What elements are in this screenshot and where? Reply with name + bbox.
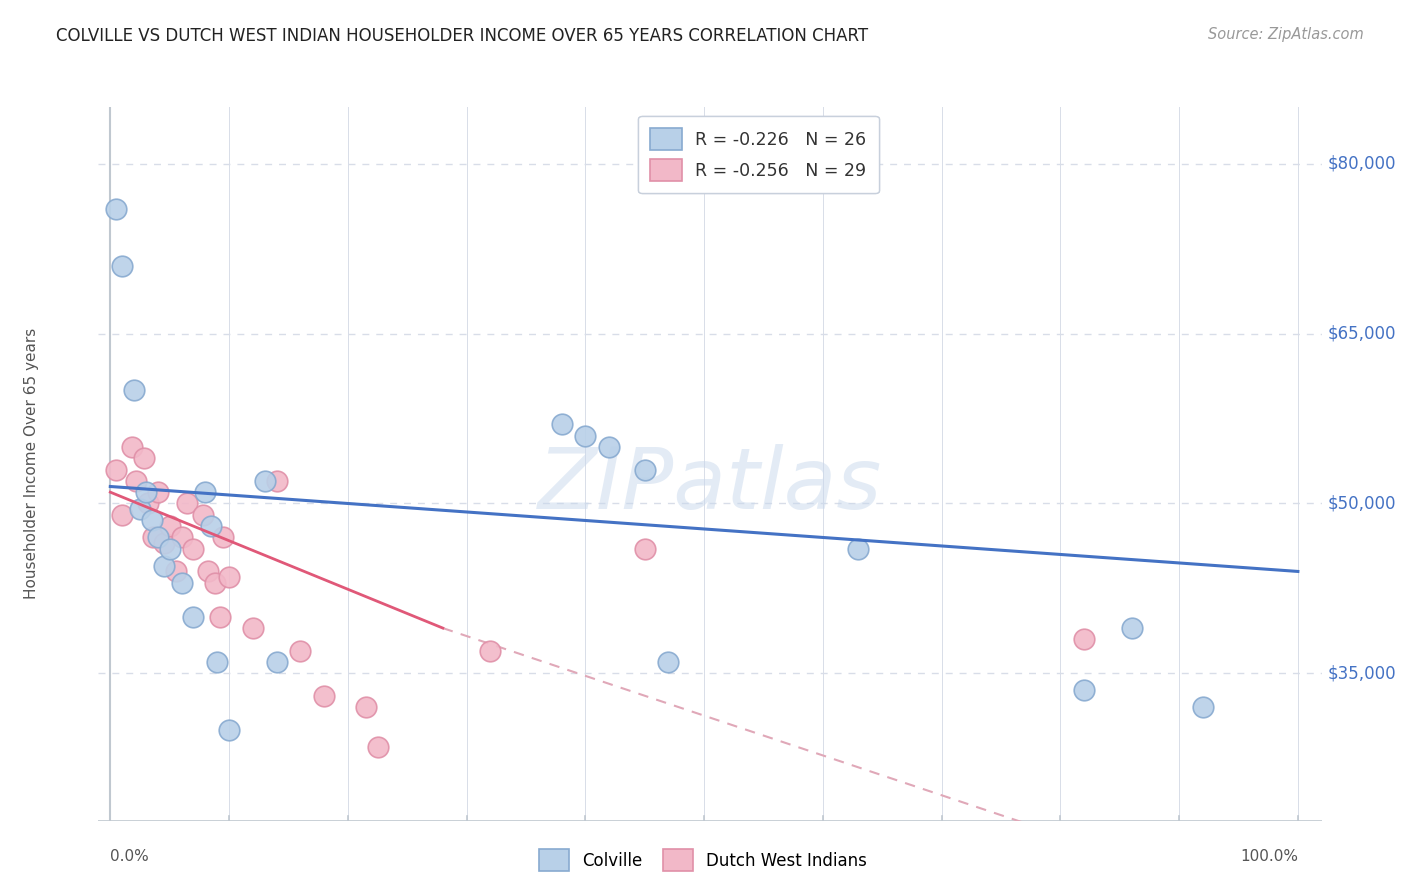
- Point: [550, 417, 572, 432]
- Point: [1073, 683, 1095, 698]
- Point: [848, 541, 870, 556]
- Point: [194, 485, 217, 500]
- Point: [598, 440, 620, 454]
- Point: [136, 496, 159, 510]
- Point: [111, 508, 134, 522]
- Point: [657, 655, 679, 669]
- Point: [176, 496, 198, 510]
- Text: $80,000: $80,000: [1327, 154, 1396, 173]
- Point: [159, 541, 181, 556]
- Point: [312, 689, 335, 703]
- Point: [634, 541, 657, 556]
- Point: [122, 383, 145, 397]
- Text: $35,000: $35,000: [1327, 665, 1396, 682]
- Text: 100.0%: 100.0%: [1240, 849, 1298, 864]
- Point: [135, 485, 157, 500]
- Point: [191, 508, 214, 522]
- Text: 0.0%: 0.0%: [110, 849, 149, 864]
- Text: ZIPatlas: ZIPatlas: [538, 443, 882, 527]
- Point: [218, 723, 240, 737]
- Point: [170, 575, 193, 590]
- Point: [125, 474, 148, 488]
- Point: [159, 519, 181, 533]
- Point: [200, 519, 222, 533]
- Point: [165, 565, 187, 579]
- Point: [204, 575, 226, 590]
- Text: $65,000: $65,000: [1327, 325, 1396, 343]
- Point: [290, 644, 312, 658]
- Legend: R = -0.226   N = 26, R = -0.256   N = 29: R = -0.226 N = 26, R = -0.256 N = 29: [638, 116, 879, 194]
- Point: [1073, 632, 1095, 647]
- Point: [105, 462, 128, 476]
- Point: [170, 531, 193, 545]
- Point: [266, 474, 288, 488]
- Point: [212, 531, 235, 545]
- Point: [218, 570, 240, 584]
- Point: [242, 621, 264, 635]
- Point: [205, 655, 228, 669]
- Point: [111, 259, 134, 273]
- Text: COLVILLE VS DUTCH WEST INDIAN HOUSEHOLDER INCOME OVER 65 YEARS CORRELATION CHART: COLVILLE VS DUTCH WEST INDIAN HOUSEHOLDE…: [56, 27, 869, 45]
- Point: [121, 440, 143, 454]
- Point: [146, 531, 169, 545]
- Point: [479, 644, 502, 658]
- Point: [634, 462, 657, 476]
- Point: [197, 565, 219, 579]
- Point: [253, 474, 276, 488]
- Point: [574, 428, 596, 442]
- Point: [183, 609, 205, 624]
- Point: [146, 485, 169, 500]
- Point: [1121, 621, 1143, 635]
- Text: Householder Income Over 65 years: Householder Income Over 65 years: [24, 328, 38, 599]
- Point: [266, 655, 288, 669]
- Point: [152, 558, 174, 573]
- Point: [183, 541, 205, 556]
- Point: [1192, 700, 1215, 714]
- Point: [142, 531, 165, 545]
- Text: Source: ZipAtlas.com: Source: ZipAtlas.com: [1208, 27, 1364, 42]
- Text: $50,000: $50,000: [1327, 494, 1396, 513]
- Point: [366, 739, 388, 754]
- Point: [132, 451, 155, 466]
- Point: [141, 513, 163, 527]
- Point: [354, 700, 377, 714]
- Point: [208, 609, 231, 624]
- Point: [105, 202, 128, 216]
- Point: [129, 502, 152, 516]
- Point: [152, 536, 174, 550]
- Legend: Colville, Dutch West Indians: Colville, Dutch West Indians: [531, 841, 875, 880]
